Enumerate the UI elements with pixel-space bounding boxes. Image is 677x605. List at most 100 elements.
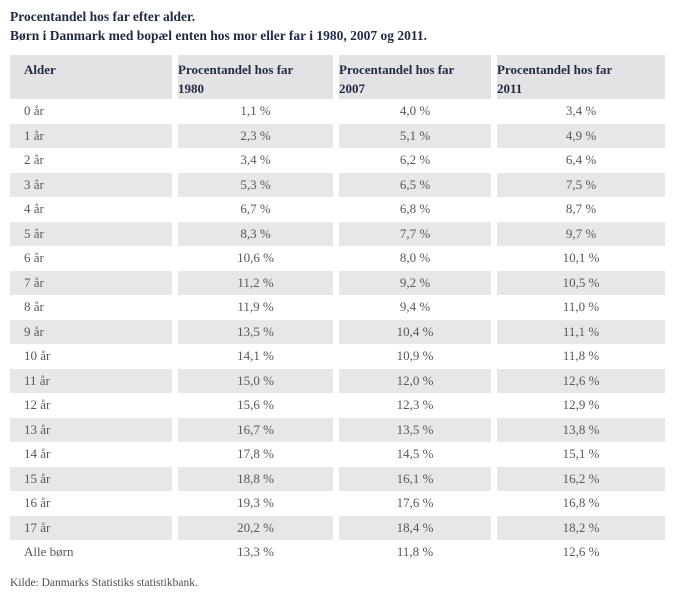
- age-cell: 7 år: [10, 270, 172, 295]
- value-cell: 10,1 %: [497, 246, 665, 271]
- table-row: 0 år 1,1 % 4,0 % 3,4 %: [10, 99, 665, 124]
- header-cell-1980: Procentandel hos far 1980: [178, 55, 333, 99]
- value-cell: 15,6 %: [178, 393, 333, 418]
- age-cell: 1 år: [10, 123, 172, 148]
- age-cell: 14 år: [10, 442, 172, 467]
- value-cell: 16,8 %: [497, 491, 665, 516]
- age-cell: 5 år: [10, 221, 172, 246]
- table-header-row: Alder Procentandel hos far 1980 Procenta…: [10, 55, 665, 99]
- value-cell: 9,7 %: [497, 221, 665, 246]
- value-cell: 8,0 %: [339, 246, 491, 271]
- age-cell: 13 år: [10, 417, 172, 442]
- value-cell: 19,3 %: [178, 491, 333, 516]
- table-row: Alle børn 13,3 % 11,8 % 12,6 %: [10, 540, 665, 565]
- header-label: Procentandel hos far: [178, 62, 294, 77]
- table-row: 17 år 20,2 % 18,4 % 18,2 %: [10, 515, 665, 540]
- table-row: 8 år 11,9 % 9,4 % 11,0 %: [10, 295, 665, 320]
- table-row: 7 år 11,2 % 9,2 % 10,5 %: [10, 270, 665, 295]
- value-cell: 13,3 %: [178, 540, 333, 565]
- header-label: Procentandel hos far: [339, 62, 455, 77]
- table-body: 0 år 1,1 % 4,0 % 3,4 % 1 år 2,3 % 5,1 % 4,9 % 2 …: [10, 99, 665, 565]
- header-sublabel: 2007: [339, 81, 365, 96]
- value-cell: 9,2 %: [339, 270, 491, 295]
- header-sublabel: 1980: [178, 81, 204, 96]
- value-cell: 12,9 %: [497, 393, 665, 418]
- table-row: 3 år 5,3 % 6,5 % 7,5 %: [10, 172, 665, 197]
- age-cell: Alle børn: [10, 540, 172, 565]
- data-table: Alder Procentandel hos far 1980 Procenta…: [10, 55, 665, 565]
- value-cell: 2,3 %: [178, 123, 333, 148]
- value-cell: 5,3 %: [178, 172, 333, 197]
- value-cell: 6,8 %: [339, 197, 491, 222]
- value-cell: 6,4 %: [497, 148, 665, 173]
- header-sublabel: 2011: [497, 81, 523, 96]
- value-cell: 11,8 %: [497, 344, 665, 369]
- table-row: 12 år 15,6 % 12,3 % 12,9 %: [10, 393, 665, 418]
- age-cell: 11 år: [10, 368, 172, 393]
- value-cell: 10,6 %: [178, 246, 333, 271]
- value-cell: 18,4 %: [339, 515, 491, 540]
- value-cell: 9,4 %: [339, 295, 491, 320]
- value-cell: 12,3 %: [339, 393, 491, 418]
- table-row: 1 år 2,3 % 5,1 % 4,9 %: [10, 123, 665, 148]
- value-cell: 14,5 %: [339, 442, 491, 467]
- age-cell: 10 år: [10, 344, 172, 369]
- table-row: 15 år 18,8 % 16,1 % 16,2 %: [10, 466, 665, 491]
- value-cell: 20,2 %: [178, 515, 333, 540]
- value-cell: 15,1 %: [497, 442, 665, 467]
- value-cell: 11,0 %: [497, 295, 665, 320]
- value-cell: 11,1 %: [497, 319, 665, 344]
- value-cell: 7,5 %: [497, 172, 665, 197]
- value-cell: 8,7 %: [497, 197, 665, 222]
- title-block: Procentandel hos far efter alder. Børn i…: [0, 0, 677, 45]
- value-cell: 16,1 %: [339, 466, 491, 491]
- value-cell: 11,2 %: [178, 270, 333, 295]
- header-label: Alder: [24, 62, 56, 77]
- table-row: 10 år 14,1 % 10,9 % 11,8 %: [10, 344, 665, 369]
- age-cell: 4 år: [10, 197, 172, 222]
- table-row: 2 år 3,4 % 6,2 % 6,4 %: [10, 148, 665, 173]
- value-cell: 4,9 %: [497, 123, 665, 148]
- value-cell: 10,5 %: [497, 270, 665, 295]
- value-cell: 12,0 %: [339, 368, 491, 393]
- value-cell: 13,5 %: [178, 319, 333, 344]
- source-note: Kilde: Danmarks Statistiks statistikbank…: [10, 577, 198, 589]
- table-row: 11 år 15,0 % 12,0 % 12,6 %: [10, 368, 665, 393]
- value-cell: 13,8 %: [497, 417, 665, 442]
- table-row: 5 år 8,3 % 7,7 % 9,7 %: [10, 221, 665, 246]
- age-cell: 17 år: [10, 515, 172, 540]
- value-cell: 7,7 %: [339, 221, 491, 246]
- value-cell: 3,4 %: [178, 148, 333, 173]
- value-cell: 12,6 %: [497, 368, 665, 393]
- header-cell-2011: Procentandel hos far 2011: [497, 55, 665, 99]
- value-cell: 3,4 %: [497, 99, 665, 124]
- age-cell: 8 år: [10, 295, 172, 320]
- age-cell: 3 år: [10, 172, 172, 197]
- value-cell: 1,1 %: [178, 99, 333, 124]
- age-cell: 15 år: [10, 466, 172, 491]
- header-label: Procentandel hos far: [497, 62, 613, 77]
- value-cell: 6,2 %: [339, 148, 491, 173]
- table-row: 6 år 10,6 % 8,0 % 10,1 %: [10, 246, 665, 271]
- value-cell: 17,8 %: [178, 442, 333, 467]
- age-cell: 12 år: [10, 393, 172, 418]
- value-cell: 14,1 %: [178, 344, 333, 369]
- value-cell: 5,1 %: [339, 123, 491, 148]
- value-cell: 13,5 %: [339, 417, 491, 442]
- value-cell: 16,2 %: [497, 466, 665, 491]
- value-cell: 11,9 %: [178, 295, 333, 320]
- value-cell: 8,3 %: [178, 221, 333, 246]
- table-row: 9 år 13,5 % 10,4 % 11,1 %: [10, 319, 665, 344]
- age-cell: 9 år: [10, 319, 172, 344]
- table-subtitle: Børn i Danmark med bopæl enten hos mor e…: [10, 28, 428, 43]
- value-cell: 4,0 %: [339, 99, 491, 124]
- header-cell-2007: Procentandel hos far 2007: [339, 55, 491, 99]
- age-cell: 16 år: [10, 491, 172, 516]
- value-cell: 17,6 %: [339, 491, 491, 516]
- table-row: 13 år 16,7 % 13,5 % 13,8 %: [10, 417, 665, 442]
- table-title: Procentandel hos far efter alder.: [10, 9, 196, 24]
- value-cell: 6,5 %: [339, 172, 491, 197]
- value-cell: 16,7 %: [178, 417, 333, 442]
- value-cell: 10,9 %: [339, 344, 491, 369]
